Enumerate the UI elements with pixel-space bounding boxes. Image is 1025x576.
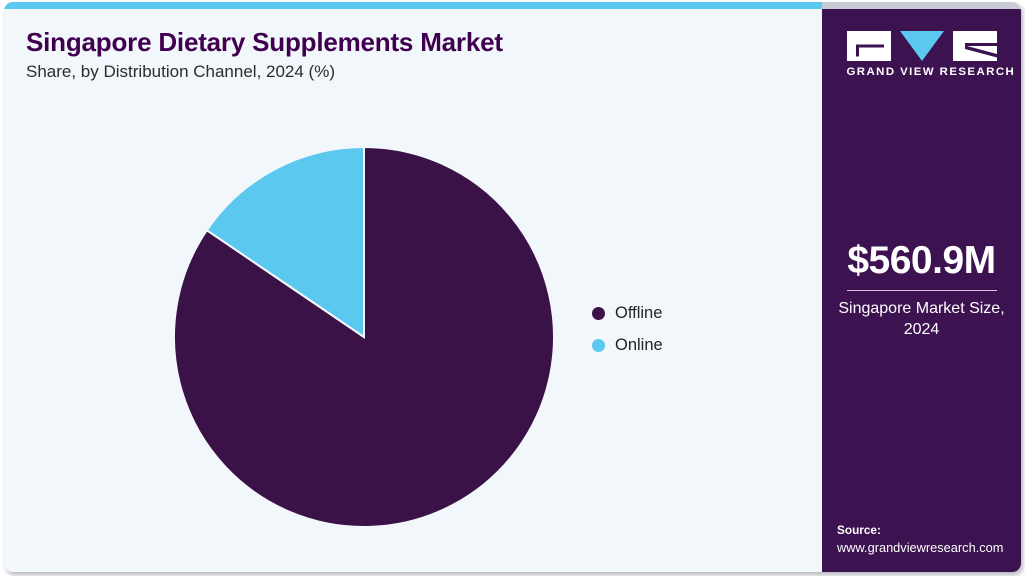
legend-swatch-offline (592, 307, 605, 320)
pie-chart-area (4, 9, 822, 572)
page-title: Singapore Dietary Supplements Market (26, 27, 503, 57)
market-size-block: $560.9M Singapore Market Size, 2024 (822, 239, 1021, 340)
top-accent-gap (822, 2, 1021, 9)
chart-card: Singapore Dietary Supplements Market Sha… (4, 2, 1021, 572)
gvr-logo-mark (846, 31, 997, 61)
page-subtitle: Share, by Distribution Channel, 2024 (%) (26, 62, 335, 81)
source-label: Source: (837, 522, 881, 537)
chart-legend: Offline Online (592, 304, 663, 355)
top-accent-bar (4, 2, 822, 9)
gvr-logo: GRAND VIEW RESEARCH (846, 30, 1016, 82)
main-panel: Singapore Dietary Supplements Market Sha… (4, 9, 822, 572)
pie-chart-svg (173, 145, 555, 528)
legend-item-offline[interactable]: Offline (592, 304, 663, 323)
legend-label-online: Online (615, 336, 663, 354)
brand-sidebar: GRAND VIEW RESEARCH $560.9M Singapore Ma… (822, 9, 1021, 572)
source-block: Source: www.grandviewresearch.com (837, 522, 1021, 556)
source-url[interactable]: www.grandviewresearch.com (837, 539, 1004, 555)
gvr-logo-text: GRAND VIEW RESEARCH (846, 66, 1016, 78)
legend-label-offline: Offline (615, 304, 663, 322)
pie-slice-online[interactable] (205, 145, 365, 339)
legend-swatch-online (592, 339, 605, 352)
market-size-value: $560.9M (847, 239, 996, 282)
stat-divider (846, 289, 997, 291)
market-size-caption: Singapore Market Size, 2024 (838, 299, 1005, 339)
legend-item-online[interactable]: Online (592, 336, 663, 355)
